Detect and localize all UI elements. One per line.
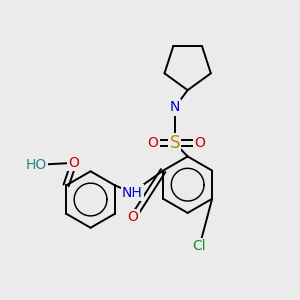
Text: O: O [68, 156, 79, 170]
Text: O: O [128, 210, 139, 224]
Text: NH: NH [122, 186, 142, 200]
Text: Cl: Cl [193, 239, 206, 253]
Text: O: O [148, 136, 158, 150]
Text: HO: HO [26, 158, 47, 172]
Text: N: N [169, 100, 180, 114]
Text: S: S [169, 134, 180, 152]
Text: O: O [194, 136, 205, 150]
